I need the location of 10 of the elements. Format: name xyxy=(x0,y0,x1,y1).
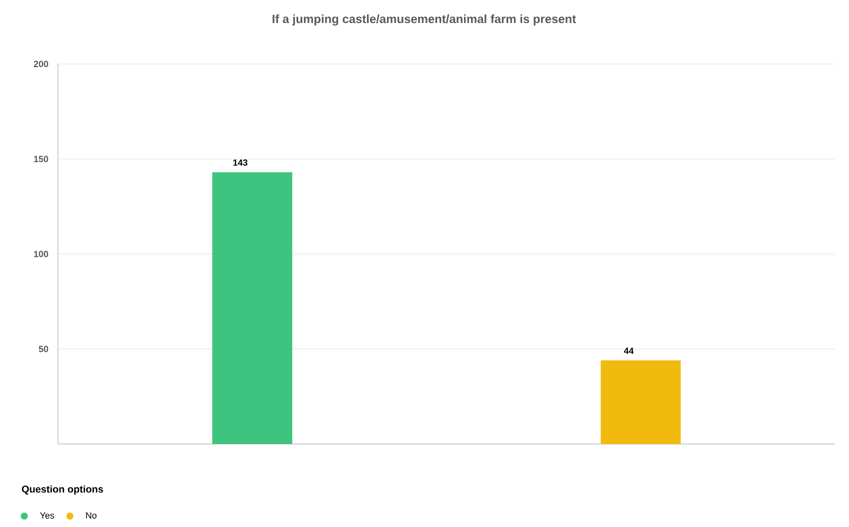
y-tick-label: 50 xyxy=(38,346,48,352)
data-label: 44 xyxy=(624,348,634,354)
legend-title: Question options xyxy=(22,485,104,495)
chart-title: If a jumping castle/amusement/animal farm is present xyxy=(272,14,576,26)
y-tick-label: 200 xyxy=(34,60,48,68)
y-tick-label: 100 xyxy=(34,250,48,258)
data-label: 143 xyxy=(233,159,248,166)
y-tick-label: 150 xyxy=(34,156,48,162)
legend-label: No xyxy=(86,512,96,519)
legend-label: Yes xyxy=(40,512,54,519)
